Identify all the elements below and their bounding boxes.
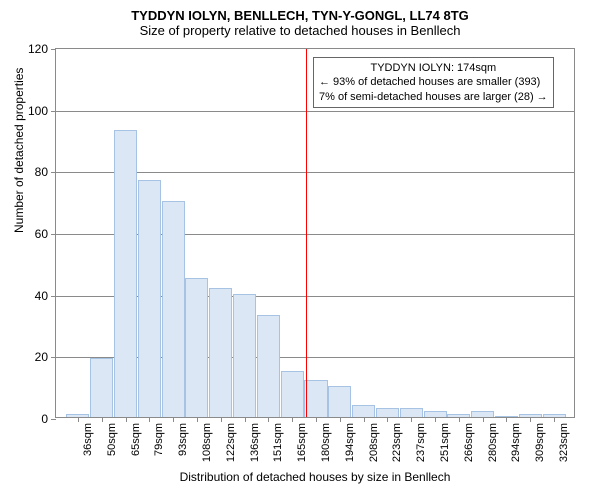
x-axis-label: Distribution of detached houses by size … [55, 470, 575, 484]
plot-area: 020406080100120 TYDDYN IOLYN: 174sqm ← 9… [55, 48, 575, 418]
x-tick-mark [340, 417, 341, 422]
y-axis-label: Number of detached properties [12, 68, 26, 233]
bar [209, 288, 232, 418]
annotation-line1: ← 93% of detached houses are smaller (39… [319, 75, 548, 89]
x-tick-mark [292, 417, 293, 422]
x-tick-mark [435, 417, 436, 422]
bar [304, 380, 327, 417]
x-tick-mark [173, 417, 174, 422]
annotation-box: TYDDYN IOLYN: 174sqm ← 93% of detached h… [313, 57, 554, 108]
bar [328, 386, 351, 417]
x-tick-label: 50sqm [106, 423, 118, 456]
bar [281, 371, 304, 417]
bar [376, 408, 399, 417]
y-tick-label: 60 [35, 227, 48, 241]
x-tick-label: 294sqm [510, 423, 522, 462]
annotation-line2: 7% of semi-detached houses are larger (2… [319, 90, 548, 104]
y-tick-label: 0 [41, 412, 48, 426]
x-tick-mark [483, 417, 484, 422]
annotation-title: TYDDYN IOLYN: 174sqm [319, 61, 548, 75]
x-tick-mark [149, 417, 150, 422]
y-tick-mark [51, 419, 56, 420]
chart-container: TYDDYN IOLYN, BENLLECH, TYN-Y-GONGL, LL7… [0, 0, 600, 500]
x-tick-label: 194sqm [344, 423, 356, 462]
reference-line-marker [306, 49, 307, 417]
x-tick-label: 108sqm [201, 423, 213, 462]
x-tick-label: 93sqm [177, 423, 189, 456]
bar [90, 358, 113, 417]
x-tick-mark [506, 417, 507, 422]
x-tick-mark [268, 417, 269, 422]
y-tick-label: 40 [35, 289, 48, 303]
chart-subtitle: Size of property relative to detached ho… [0, 23, 600, 42]
bar [162, 201, 185, 417]
x-tick-mark [364, 417, 365, 422]
x-tick-mark [221, 417, 222, 422]
x-tick-label: 180sqm [320, 423, 332, 462]
x-tick-mark [102, 417, 103, 422]
y-tick-label: 120 [28, 42, 48, 56]
x-tick-mark [78, 417, 79, 422]
x-tick-mark [530, 417, 531, 422]
y-tick-label: 80 [35, 165, 48, 179]
x-tick-mark [316, 417, 317, 422]
x-tick-label: 165sqm [296, 423, 308, 462]
x-tick-mark [387, 417, 388, 422]
x-tick-label: 237sqm [415, 423, 427, 462]
bar [185, 278, 208, 417]
x-tick-label: 323sqm [558, 423, 570, 462]
x-tick-label: 251sqm [439, 423, 451, 462]
x-tick-label: 309sqm [534, 423, 546, 462]
x-tick-label: 65sqm [130, 423, 142, 456]
x-tick-label: 136sqm [249, 423, 261, 462]
x-tick-label: 266sqm [463, 423, 475, 462]
x-tick-mark [245, 417, 246, 422]
y-tick-label: 20 [35, 350, 48, 364]
x-tick-mark [197, 417, 198, 422]
x-tick-label: 36sqm [82, 423, 94, 456]
y-tick-label: 100 [28, 104, 48, 118]
x-tick-label: 79sqm [153, 423, 165, 456]
bar [138, 180, 161, 417]
x-tick-mark [554, 417, 555, 422]
x-tick-mark [459, 417, 460, 422]
x-tick-label: 208sqm [368, 423, 380, 462]
bar [400, 408, 423, 417]
x-tick-label: 280sqm [487, 423, 499, 462]
bar [233, 294, 256, 417]
chart-title: TYDDYN IOLYN, BENLLECH, TYN-Y-GONGL, LL7… [0, 0, 600, 23]
x-tick-label: 122sqm [225, 423, 237, 462]
bar [114, 130, 137, 417]
bar [352, 405, 375, 417]
x-tick-mark [411, 417, 412, 422]
bar [257, 315, 280, 417]
x-tick-label: 223sqm [391, 423, 403, 462]
x-tick-mark [126, 417, 127, 422]
x-tick-label: 151sqm [272, 423, 284, 462]
